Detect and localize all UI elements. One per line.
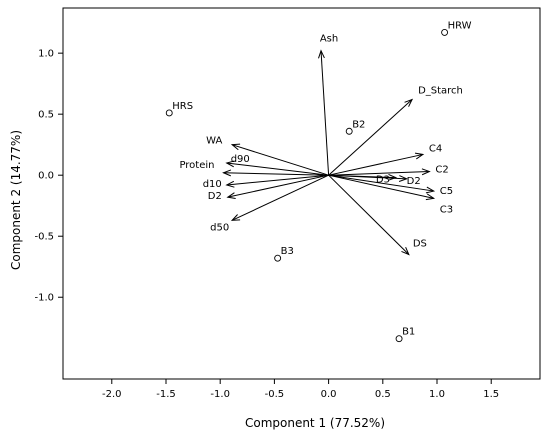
loading-label: d90 [231,154,250,165]
arrowhead [425,193,436,201]
x-tick-label: 1.5 [483,389,499,400]
x-tick-label: 0.0 [321,389,337,400]
arrowhead [404,98,414,107]
arrowhead [388,173,398,181]
observation-label: B2 [352,119,365,130]
y-tick-label: 0.5 [38,110,54,121]
loading-label: WA [206,136,222,147]
observation-label: B3 [281,246,294,257]
plot-frame [62,7,541,380]
observation-points: HRW HRS B2 B3 B1 [165,20,472,343]
loading-label: D3 [376,175,390,186]
loading-arrow [226,174,329,186]
arrowhead [425,186,436,194]
arrowhead [230,214,241,221]
arrowhead [401,246,410,256]
x-tick-label: -0.5 [265,389,285,400]
observation-point [165,109,173,117]
loading-arrow [320,50,330,176]
y-tick-label: -1.0 [34,293,54,304]
arrowhead [398,175,409,182]
arrowhead [230,143,241,151]
loading-arrow [231,174,329,221]
loading-label: Ash [320,34,338,45]
observation-point [345,127,353,135]
loading-arrow [328,174,434,199]
observation-point [441,28,449,36]
loading-label: C3 [440,204,453,215]
y-tick-label: 0.0 [38,171,54,182]
loading-label: Protein [179,160,214,171]
loading-arrow [328,99,413,176]
loading-label: C4 [429,143,442,154]
arrowhead [222,169,232,177]
loading-label: D_Starch [418,86,463,97]
x-axis-title: Component 1 (77.52%) [245,416,385,430]
x-tick-label: 1.0 [429,389,445,400]
loading-arrow [328,174,434,192]
y-tick-label: 1.0 [38,49,54,60]
x-tick-label: -1.0 [210,389,230,400]
loading-arrow [328,153,424,176]
loading-label: d50 [210,222,229,233]
arrowhead [421,168,431,176]
loading-label: D2 [208,191,222,202]
loading-arrow [226,162,329,176]
observation-point [395,335,403,343]
y-tick-label: -0.5 [34,232,54,243]
loading-arrow [328,174,410,255]
arrowhead [226,192,236,199]
x-tick-label: 0.5 [375,389,391,400]
loading-arrows: Ash D_Starch C4 C2 C5 D3 D2 C3 DS WA d90 Protein d10… [179,34,463,256]
y-axis-title: Component 2 (14.77%) [9,130,23,270]
observation-label: B1 [402,327,415,338]
arrowhead [414,152,425,160]
loading-label: d10 [203,179,222,190]
loading-arrow [231,144,329,176]
loading-arrow [227,174,329,198]
arrowhead [225,180,235,188]
loading-label: C2 [435,165,448,176]
observation-point [274,254,282,262]
loading-label: C5 [440,186,453,197]
loading-arrow [223,172,329,176]
x-tick-label: -2.0 [102,389,122,400]
observation-label: HRS [172,101,193,112]
loading-label: D2 [407,176,421,187]
arrowhead [318,49,325,59]
arrowhead [225,160,235,168]
loading-arrow [328,174,407,180]
axis-ticks: -2.0 -1.5 -1.0 -0.5 0.0 0.5 1.0 1.5 -1.0 -0.5 0.0 0… [34,49,499,400]
loading-label: DS [413,239,427,250]
observation-label: HRW [448,20,472,31]
x-tick-label: -1.5 [156,389,176,400]
loading-arrow [328,171,430,176]
